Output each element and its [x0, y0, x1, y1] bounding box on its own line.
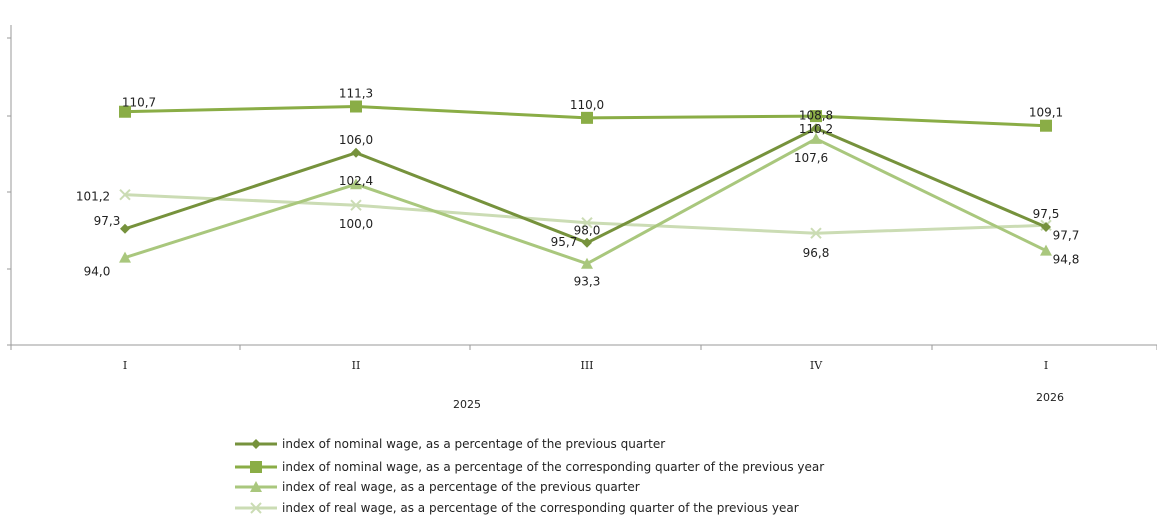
chart-series [119, 100, 1052, 269]
legend-item-1: index of nominal wage, as a percentage o… [235, 437, 665, 451]
data-point [811, 123, 821, 134]
data-label: 97,3 [94, 214, 121, 228]
legend-marker [250, 502, 262, 514]
chart-legend: index of nominal wage, as a percentage o… [235, 437, 824, 515]
data-label: 102,4 [339, 174, 373, 188]
data-label: 106,0 [339, 133, 373, 147]
series-2 [119, 100, 1052, 132]
x-tick-label: II [352, 359, 361, 372]
data-label: 97,5 [1033, 207, 1060, 221]
legend-label: index of nominal wage, as a percentage o… [282, 437, 665, 451]
legend-marker [250, 461, 262, 473]
data-point [119, 189, 131, 201]
data-point [581, 111, 593, 124]
data-point [581, 216, 593, 229]
data-label: 110,7 [122, 96, 156, 110]
data-label: 109,1 [1029, 106, 1063, 120]
data-point [582, 237, 592, 248]
data-label: 101,2 [76, 190, 110, 204]
legend-label: index of real wage, as a percentage of t… [282, 480, 640, 494]
data-label: 111,3 [339, 86, 373, 100]
data-label: 110,2 [799, 122, 833, 136]
data-label: 94,0 [84, 265, 111, 279]
data-label: 96,8 [803, 246, 830, 260]
data-label: 97,7 [1053, 228, 1080, 242]
legend-marker [250, 481, 262, 492]
x-tick-label: I [1044, 359, 1048, 372]
legend-marker [251, 439, 261, 449]
data-point [350, 199, 362, 211]
data-point [350, 178, 362, 190]
data-point [581, 257, 593, 269]
chart-data-labels: 97,3 106,0 95,7 108,8 97,5 110,7 111,3 110,0 110… [76, 86, 1080, 288]
data-point [810, 132, 822, 144]
data-point [350, 100, 362, 113]
data-point [1040, 119, 1052, 132]
year-label-2026: 2026 [1036, 391, 1064, 404]
legend-item-2: index of nominal wage, as a percentage o… [235, 460, 824, 474]
series-3 [119, 132, 1052, 269]
series-1 [120, 123, 1051, 248]
data-label: 95,7 [551, 235, 578, 249]
data-point [120, 223, 130, 234]
legend-item-3: index of real wage, as a percentage of t… [235, 480, 640, 494]
data-point [119, 105, 131, 118]
legend-item-4: index of real wage, as a percentage of t… [235, 501, 799, 515]
year-label-2025: 2025 [453, 398, 481, 411]
data-label: 93,3 [574, 275, 601, 289]
data-label: 100,0 [339, 217, 373, 231]
data-label: 108,8 [799, 108, 833, 122]
x-tick-label: I [123, 359, 127, 372]
x-tick-label: IV [810, 359, 823, 372]
data-label: 94,8 [1053, 253, 1080, 267]
legend-label: index of real wage, as a percentage of t… [282, 501, 799, 515]
x-tick-label: III [580, 359, 593, 372]
data-point [810, 110, 822, 123]
data-point [810, 227, 822, 239]
data-label: 110,0 [570, 98, 604, 112]
data-label: 107,6 [794, 151, 828, 165]
data-point [351, 147, 361, 158]
data-point [119, 251, 131, 263]
data-point [1040, 244, 1052, 256]
data-label: 98,0 [574, 224, 601, 238]
data-point [1041, 222, 1051, 233]
legend-label: index of nominal wage, as a percentage o… [282, 460, 824, 474]
